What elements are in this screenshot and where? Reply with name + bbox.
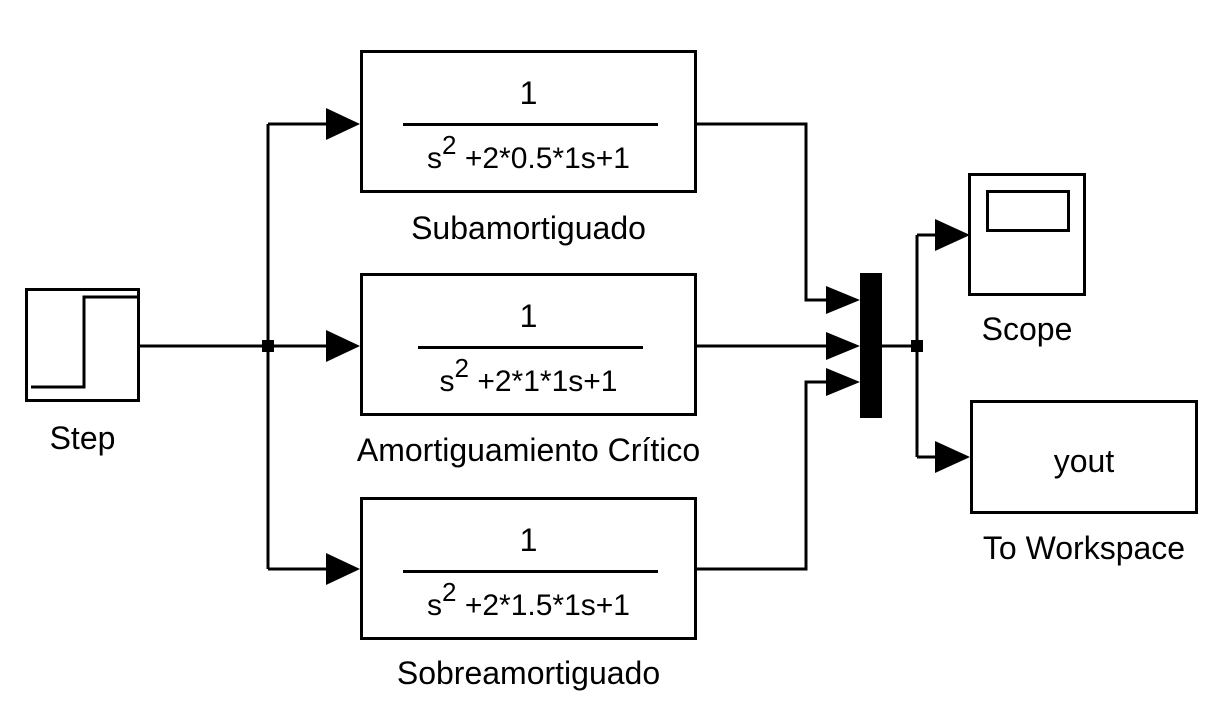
to-workspace-label: To Workspace (982, 530, 1186, 566)
transfer-fcn-critico[interactable]: 1 s2 +2*1*1s+1 (360, 273, 697, 416)
scope-screen-icon (986, 190, 1070, 232)
tf-sobre-den-base: s (427, 589, 443, 622)
wire-sobre-to-mux (697, 380, 826, 571)
tf-sobre-numerator: 1 (519, 522, 538, 558)
wire-sub-to-mux (697, 122, 826, 302)
tf-sub-fraction-bar (403, 123, 658, 126)
arrowhead-mux-2 (826, 332, 860, 360)
arrowhead-sub (326, 108, 360, 140)
tf-sobre-den-rest: +2*1.5*1s+1 (456, 589, 630, 622)
arrowhead-mux-1 (826, 286, 860, 314)
tf-crit-den-base: s (439, 365, 455, 398)
to-workspace-block[interactable]: yout (970, 400, 1198, 514)
arrowhead-crit (326, 330, 360, 362)
scope-label: Scope (981, 311, 1073, 347)
tf-crit-den-power: 2 (454, 353, 469, 383)
tf-crit-denominator: s2 +2*1*1s+1 (363, 355, 694, 402)
arrowhead-workspace (935, 441, 970, 473)
arrowhead-sobre (326, 553, 360, 585)
tf-crit-numerator: 1 (519, 298, 538, 334)
arrowhead-scope (935, 219, 970, 251)
step-block[interactable] (25, 288, 140, 402)
step-icon (31, 295, 137, 389)
tf-sobre-denominator: s2 +2*1.5*1s+1 (363, 579, 694, 626)
tf-sobre-den-power: 2 (442, 577, 457, 607)
arrowhead-mux-3 (826, 368, 860, 396)
workspace-variable-name: yout (1053, 443, 1115, 479)
tf-sobre-label: Sobreamortiguado (396, 655, 661, 691)
tf-crit-fraction-bar (418, 346, 643, 349)
tf-crit-den-rest: +2*1*1s+1 (469, 365, 618, 398)
tf-sub-den-power: 2 (442, 130, 457, 160)
tf-sobre-fraction-bar (403, 570, 658, 573)
tf-sub-den-base: s (427, 142, 443, 175)
step-label: Step (49, 420, 116, 456)
transfer-fcn-subamortiguado[interactable]: 1 s2 +2*0.5*1s+1 (360, 50, 697, 193)
scope-block[interactable] (968, 173, 1086, 296)
branch-point-output (911, 340, 923, 352)
branch-point-input (262, 340, 274, 352)
tf-sub-den-rest: +2*0.5*1s+1 (456, 142, 630, 175)
tf-crit-label: Amortiguamiento Crítico (356, 432, 701, 468)
tf-sub-label: Subamortiguado (411, 210, 646, 246)
transfer-fcn-sobreamortiguado[interactable]: 1 s2 +2*1.5*1s+1 (360, 497, 697, 640)
mux-block[interactable] (860, 273, 882, 418)
tf-sub-numerator: 1 (519, 75, 538, 111)
tf-sub-denominator: s2 +2*0.5*1s+1 (363, 132, 694, 179)
